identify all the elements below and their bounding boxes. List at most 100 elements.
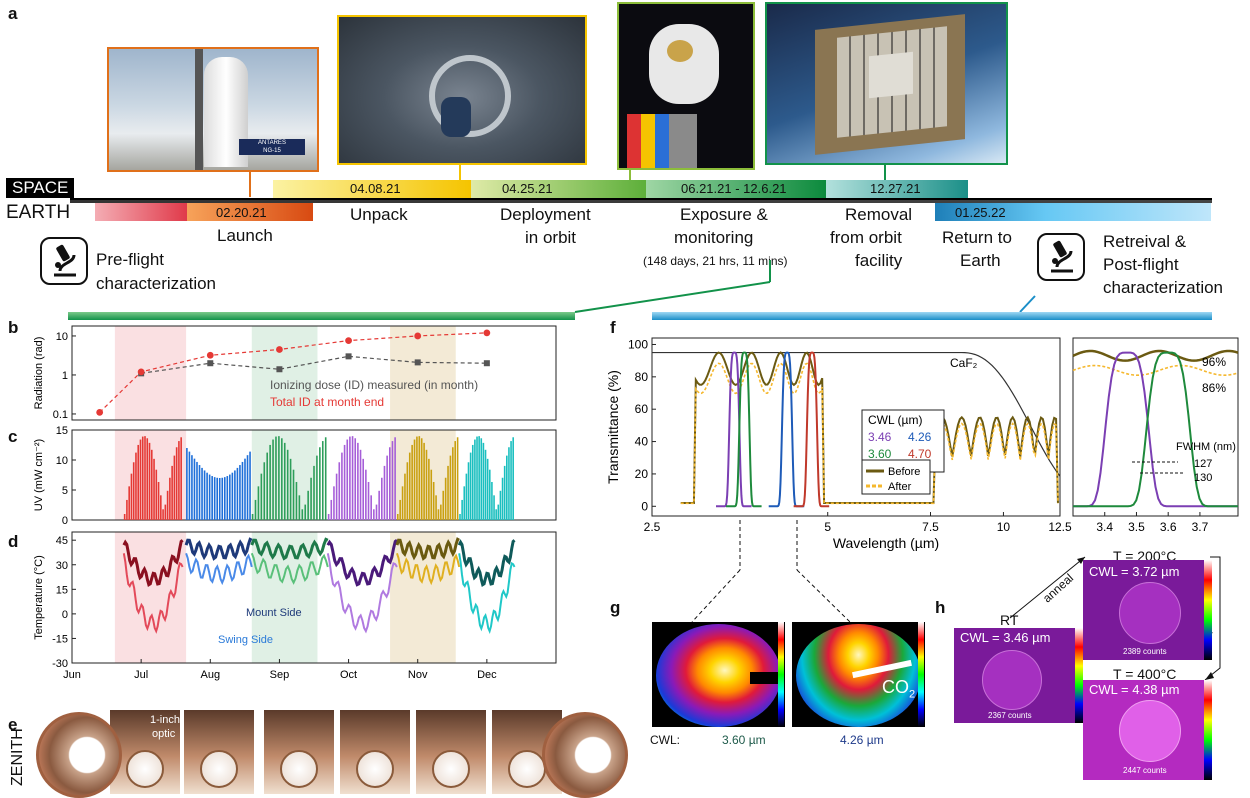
date-exposure: 06.21.21 - 12.6.21 [681,181,787,196]
segment-removal [826,180,968,198]
zenith-photo-3 [340,710,410,794]
b-legend-1: Total ID at month end [270,395,384,409]
c-bar-4-21 [447,465,449,520]
h-image-rt: CWL = 3.46 µm 2367 counts [954,628,1083,723]
c-bar-1-3 [193,458,196,520]
f-fwhm-value-0: 127 [1194,458,1212,470]
c-bar-2-3 [260,473,263,520]
c-bar-1-2 [191,455,193,520]
plot-frame-0 [71,325,557,421]
c-bar-3-13 [362,458,364,520]
event-return-2: Earth [960,251,1001,270]
c-bar-3-18 [375,504,378,520]
c-bar-5-3 [465,473,468,520]
zenith-label: ZENITH [9,728,26,786]
bcd-charts: 0.1 1 10 Radiation (rad) Ionizing dose (ID) … [33,325,557,681]
c-bar-5-16 [493,495,495,520]
d-ytick-label-0: -30 [52,658,68,670]
c-bar-2-1 [254,499,257,520]
c-bar-4-22 [449,455,452,520]
plot-frame-2 [71,531,557,664]
c-bar-5-4 [467,462,470,520]
highlight-band-2-1 [390,430,456,520]
c-bar-2-21 [313,465,315,520]
d-ylabel: Temperature (°C) [33,555,45,639]
c-bar-1-25 [249,451,251,520]
f-xtick-label-0: 2.5 [644,520,661,534]
f-ytick-label-1: 20 [635,467,649,481]
c-bar-1-12 [216,477,219,520]
c-bar-4-6 [411,444,413,520]
c-bar-1-6 [201,467,203,520]
d-temp-mount-4 [395,537,460,561]
c-bar-4-4 [406,462,409,520]
b-point-1-6 [483,329,491,337]
c-bar-2-19 [307,490,309,520]
c-bar-1-21 [239,465,241,520]
c-bar-4-24 [454,441,457,520]
h-image-200: CWL = 3.72 µm 2389 counts [1083,560,1212,660]
f-xlabel: Wavelength (µm) [833,535,939,551]
b-ytick-label-1: 1 [62,370,68,382]
d-annotation-mount: Mount Side [246,607,302,619]
c-bar-0-1 [126,499,128,520]
c-bar-1-5 [198,465,201,520]
event-exposure-2: monitoring [674,228,754,247]
b-point-1-2 [206,351,214,359]
c-ytick-label-1: 5 [62,485,68,497]
c-bar-2-5 [266,452,268,520]
c-bar-3-12 [359,449,362,520]
c-bar-3-1 [330,499,333,520]
c-bar-5-23 [508,447,510,520]
c-bar-5-15 [491,481,493,520]
h-img1-cwl: CWL = 3.46 µm [960,630,1051,645]
d-xtick-label-6: Dec [477,669,497,681]
c-bar-5-9 [478,436,480,520]
c-bar-3-19 [378,490,380,520]
b-point-0-3 [345,353,352,360]
panel-label-f: f [610,318,616,337]
c-bar-1-20 [236,467,239,520]
c-bar-2-13 [289,458,292,520]
preflight-label-2: characterization [96,274,217,293]
d-temp-mount-0 [122,539,184,587]
section-connectors [574,260,1036,313]
h-image-400: CWL = 4.38 µm 2447 counts [1083,680,1212,780]
segment-preflight [95,203,187,221]
c-bar-1-23 [244,458,246,520]
d-annotation-swing: Swing Side [218,634,273,646]
c-bar-2-14 [292,469,295,520]
c-bar-4-10 [420,438,423,520]
c-bar-1-11 [213,477,216,520]
d-ytick-label-3: 15 [56,584,68,596]
b-point-0-5 [483,360,490,367]
c-bar-1-19 [234,470,236,520]
space-label: SPACE [6,178,75,198]
earth-label: EARTH [6,202,71,223]
h-img1-counts: 2367 counts [988,711,1032,720]
c-bar-3-10 [354,438,357,520]
f-xtick-label-3: 10 [997,520,1011,534]
zenith-photo-4 [416,710,486,794]
f-legend-after-label: After [888,481,912,493]
zenith-photo-2 [264,710,334,794]
c-bar-0-11 [148,442,151,520]
zenith-optic-4 [432,750,470,788]
f-inset-annotation-96: 96% [1202,355,1226,369]
c-bar-2-2 [257,486,260,520]
c-bar-1-7 [203,470,206,520]
c-ytick-label-0: 0 [62,515,68,527]
h-arrows [1009,556,1221,681]
c-bar-4-14 [430,469,433,520]
c-bar-5-22 [506,455,508,520]
highlight-band-0-2 [114,532,187,663]
c-bar-1-1 [188,451,191,520]
f-inset-xtick-label-3: 3.7 [1192,520,1209,534]
f-ytick-label-3: 60 [635,402,649,416]
c-bar-5-21 [503,465,506,520]
f-plot-frame [651,337,1061,517]
c-bar-4-0 [396,514,399,520]
b-ylabel: Radiation (rad) [33,337,45,410]
d-xtick-label-5: Nov [408,669,428,681]
launch-photo: ANTARES NG-15 [107,47,319,172]
